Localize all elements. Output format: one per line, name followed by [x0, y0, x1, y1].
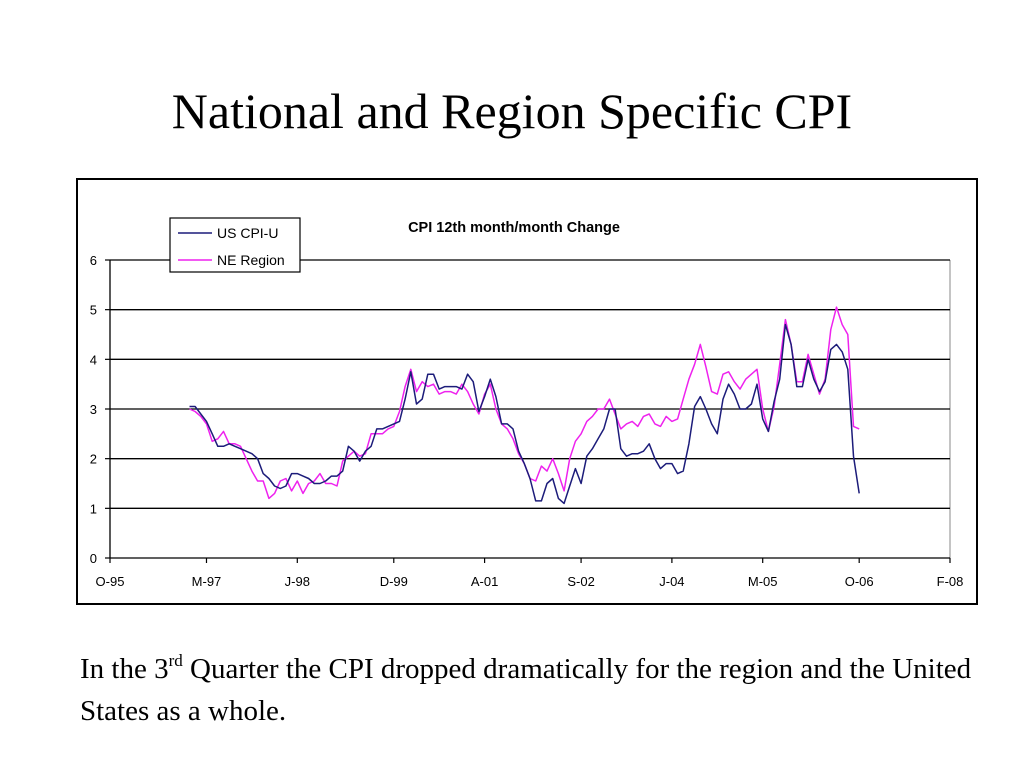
- axes: 0 1 2 3 4 5 6 O-95 M-97 J-98 D-99 A-01 S-02 J-04 M-05 O…: [90, 253, 964, 589]
- y-tick-label: 0: [90, 551, 97, 566]
- x-tick-label: J-98: [285, 574, 310, 589]
- legend: US CPI-U NE Region: [169, 217, 301, 273]
- series-line-ne-region: [189, 306, 860, 500]
- x-tick-label: S-02: [567, 574, 594, 589]
- legend-box: [169, 217, 301, 273]
- x-tick-label: J-04: [659, 574, 684, 589]
- y-tick-label: 5: [90, 303, 97, 318]
- cpi-line-chart: 0 1 2 3 4 5 6 O-95 M-97 J-98 D-99 A-01 S-02 J-04 M-05 O…: [90, 217, 964, 589]
- y-tick-label: 1: [90, 501, 97, 516]
- grid-lines: [110, 259, 951, 558]
- caption-superscript: rd: [168, 651, 183, 670]
- chart-frame: 0 1 2 3 4 5 6 O-95 M-97 J-98 D-99 A-01 S-02 J-04 M-05 O…: [76, 178, 978, 605]
- chart-title: CPI 12th month/month Change: [408, 220, 620, 236]
- x-tick-label: O-06: [845, 574, 874, 589]
- x-tick-label: F-08: [937, 574, 964, 589]
- legend-label: US CPI-U: [217, 225, 278, 241]
- y-tick-label: 2: [90, 452, 97, 467]
- x-tick-label: M-05: [748, 574, 778, 589]
- x-tick-label: D-99: [380, 574, 408, 589]
- caption: In the 3rd Quarter the CPI dropped drama…: [80, 648, 980, 732]
- y-tick-label: 4: [90, 352, 97, 367]
- x-tick-label: M-97: [192, 574, 222, 589]
- series-line-us-cpi-u: [189, 323, 860, 505]
- series-lines: [189, 306, 860, 505]
- x-tick-label: O-95: [96, 574, 125, 589]
- caption-text-start: In the 3: [80, 653, 169, 685]
- legend-label: NE Region: [217, 252, 285, 268]
- x-tick-label: A-01: [471, 574, 498, 589]
- slide-title: National and Region Specific CPI: [171, 83, 853, 139]
- y-tick-label: 6: [90, 253, 97, 268]
- y-tick-label: 3: [90, 402, 97, 417]
- caption-text-end: Quarter the CPI dropped dramatically for…: [80, 653, 972, 727]
